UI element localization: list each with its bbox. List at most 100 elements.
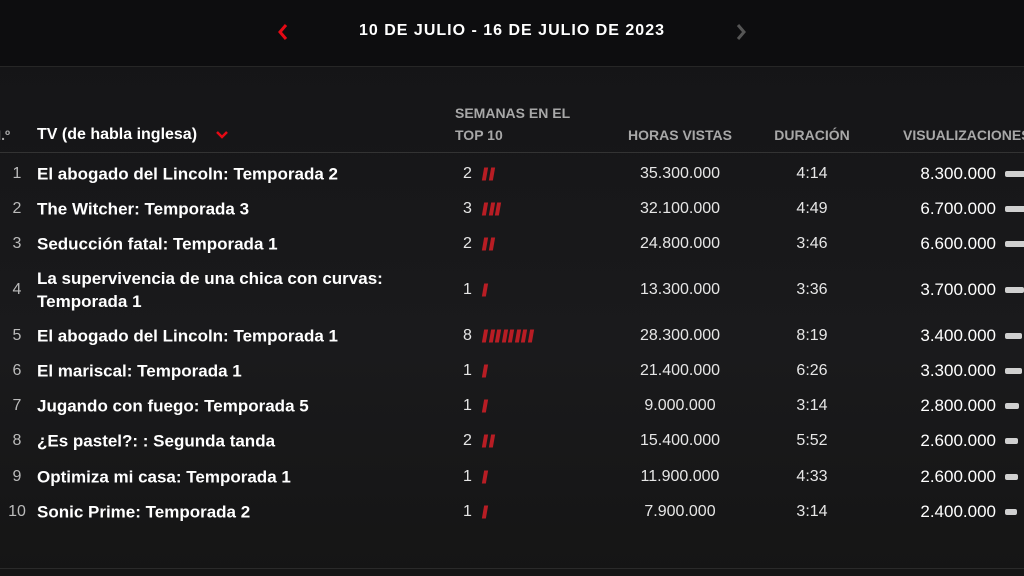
weeks: 1 (463, 362, 472, 379)
week-slash (520, 329, 528, 343)
show-title[interactable]: El abogado del Lincoln: Temporada 1 (37, 326, 338, 346)
hours-header: HORAS VISTAS (628, 127, 732, 143)
duration: 8:19 (796, 327, 828, 344)
show-title[interactable]: Jugando con fuego: Temporada 5 (37, 396, 309, 416)
hours: 9.000.000 (644, 397, 716, 414)
rank: 2 (12, 200, 22, 217)
weeks: 1 (463, 468, 472, 485)
date-range: 10 DE JULIO - 16 DE JULIO DE 2023 (359, 22, 665, 39)
rank: 8 (12, 432, 22, 449)
bottom-divider (0, 568, 1024, 569)
week-slash (481, 329, 489, 343)
views-header: VISUALIZACIONES (903, 127, 1024, 143)
views: 2.400.000 (920, 502, 996, 521)
duration: 3:36 (796, 281, 828, 298)
views-bar (1005, 287, 1024, 293)
weeks: 2 (463, 235, 472, 252)
views: 2.800.000 (920, 396, 996, 415)
hours: 35.300.000 (639, 165, 721, 182)
views-bar (1005, 403, 1019, 409)
week-slash (527, 329, 534, 343)
hours: 15.400.000 (639, 432, 721, 449)
header-divider (0, 152, 1024, 153)
weeks: 1 (463, 397, 472, 414)
rank: 7 (12, 397, 22, 414)
week-slash (481, 202, 489, 216)
views: 2.600.000 (920, 431, 996, 450)
weeks: 3 (463, 200, 472, 217)
sort-arrow[interactable] (215, 130, 229, 140)
rank-header: N.º (0, 127, 11, 143)
duration: 3:46 (796, 235, 828, 252)
week-slash (488, 202, 495, 216)
weeks-header: TOP 10 (455, 127, 503, 143)
views: 8.300.000 (920, 164, 996, 183)
rank: 10 (8, 503, 26, 520)
hours: 13.300.000 (639, 281, 721, 298)
week-slash (501, 329, 508, 343)
hours: 24.800.000 (639, 235, 721, 252)
week-slash (507, 329, 515, 343)
week-slash (514, 329, 521, 343)
show-title[interactable]: El mariscal: Temporada 1 (37, 361, 242, 381)
weeks: 1 (463, 281, 472, 298)
weeks: 1 (463, 503, 472, 520)
views-bar (1005, 509, 1017, 515)
show-title[interactable]: Seducción fatal: Temporada 1 (37, 234, 278, 254)
duration: 5:52 (796, 432, 828, 449)
show-title[interactable]: La supervivencia de una chica con curvas… (37, 269, 383, 311)
week-slash (481, 364, 489, 378)
rank: 9 (12, 468, 22, 485)
duration: 6:26 (796, 362, 828, 379)
views-bar (1005, 368, 1022, 374)
rank: 6 (12, 362, 22, 379)
weeks-header: SEMANAS EN EL (455, 105, 571, 121)
duration-header: DURACIÓN (774, 127, 850, 143)
weeks: 2 (463, 432, 472, 449)
weeks: 2 (463, 165, 472, 182)
week-slash (488, 434, 495, 448)
views: 3.300.000 (920, 361, 996, 380)
week-slash (481, 399, 489, 413)
show-title[interactable]: ¿Es pastel?: : Segunda tanda (37, 431, 276, 451)
duration: 3:14 (796, 503, 828, 520)
views: 3.400.000 (920, 326, 996, 345)
top-bar: 10 DE JULIO - 16 DE JULIO DE 2023 (0, 0, 1024, 67)
hours: 32.100.000 (639, 200, 721, 217)
week-slash (481, 470, 489, 484)
next-arrow[interactable] (734, 23, 748, 41)
views-bar (1005, 171, 1024, 177)
show-title[interactable]: Optimiza mi casa: Temporada 1 (37, 467, 291, 487)
views: 2.600.000 (920, 467, 996, 486)
duration: 4:49 (796, 200, 828, 217)
hours: 11.900.000 (640, 468, 720, 485)
week-slash (481, 283, 489, 297)
week-slash (481, 237, 489, 251)
duration: 4:14 (796, 165, 828, 182)
rank: 5 (12, 327, 22, 344)
weeks: 8 (463, 327, 472, 344)
show-title[interactable]: El abogado del Lincoln: Temporada 2 (37, 164, 338, 184)
title-header[interactable]: TV (de habla inglesa) (37, 126, 198, 143)
views-bar (1005, 333, 1022, 339)
duration: 4:33 (796, 468, 828, 485)
week-slash (494, 202, 502, 216)
views-bar (1005, 438, 1018, 444)
week-slash (488, 167, 495, 181)
hours: 7.900.000 (644, 503, 716, 520)
show-title[interactable]: The Witcher: Temporada 3 (37, 199, 250, 219)
week-slash (488, 329, 495, 343)
week-slash (488, 237, 495, 251)
rank: 3 (12, 235, 22, 252)
prev-arrow[interactable] (276, 23, 290, 41)
views: 3.700.000 (920, 280, 996, 299)
week-slash (481, 434, 489, 448)
rank: 4 (12, 281, 22, 298)
views: 6.700.000 (920, 199, 996, 218)
rank: 1 (12, 165, 22, 182)
show-title[interactable]: Sonic Prime: Temporada 2 (37, 502, 251, 522)
week-slash (481, 167, 489, 181)
week-slash (494, 329, 502, 343)
views-bar (1005, 206, 1024, 212)
